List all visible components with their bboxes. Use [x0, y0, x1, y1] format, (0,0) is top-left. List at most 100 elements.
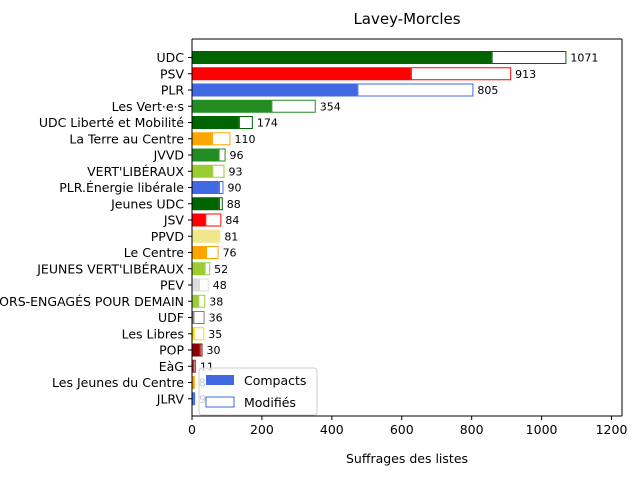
- x-tick-label-400: 400: [320, 422, 344, 437]
- bar-compacts-les-libres: [192, 327, 194, 341]
- bar-modifies-udc-liberte-et-mobilite: [238, 116, 253, 129]
- y-tick-label-seniors-engages-pour-demain: SENIORS-ENGAGÉS POUR DEMAIN: [0, 294, 184, 309]
- y-tick-label-eag: EàG: [159, 359, 184, 374]
- bar-compacts-ppvd: [192, 229, 220, 243]
- y-tick-label-pop: POP: [159, 343, 184, 358]
- bar-compacts-eag: [192, 359, 194, 373]
- bar-compacts-pop: [192, 343, 200, 357]
- bar-modifies-jsv: [205, 213, 222, 227]
- legend: Compacts Modifiés: [198, 367, 318, 416]
- data-label-vert-liberaux: 93: [229, 165, 243, 178]
- data-label-udc: 1071: [570, 52, 598, 65]
- legend-swatch-modifies: [205, 396, 235, 408]
- bar-compacts-la-terre-au-centre: [192, 132, 212, 146]
- x-axis-label: Suffrages des listes: [346, 451, 468, 466]
- bar-modifies-les-libres: [193, 327, 205, 341]
- bar-compacts-jsv: [192, 213, 206, 227]
- bar-modifies-jeunes-vert-liberaux: [204, 262, 211, 276]
- bar-compacts-jvvd: [192, 148, 219, 162]
- data-label-seniors-engages-pour-demain: 38: [209, 295, 223, 308]
- data-label-jvvd: 96: [230, 149, 244, 162]
- data-label-pev: 48: [213, 279, 227, 292]
- data-label-plr: 805: [477, 84, 498, 97]
- chart-title: Lavey-Morcles: [353, 10, 460, 28]
- y-tick-label-jvvd: JVVD: [153, 148, 184, 163]
- bar-modifies-pop: [199, 343, 203, 357]
- data-label-jeunes-vert-liberaux: 52: [214, 263, 228, 276]
- data-label-ppvd: 81: [224, 230, 238, 243]
- bar-modifies-le-centre: [205, 246, 219, 259]
- legend-swatch-compacts: [206, 375, 234, 385]
- x-tick-label-0: 0: [188, 422, 196, 437]
- bar-modifies-jvvd: [218, 148, 226, 162]
- bar-compacts-udc: [192, 51, 492, 64]
- data-label-plr-energie-liberale: 90: [227, 182, 241, 195]
- x-tick-label-200: 200: [250, 422, 274, 437]
- bar-modifies-les-vert-e-s: [271, 99, 316, 113]
- bar-modifies-pev: [198, 278, 209, 292]
- y-tick-label-vert-liberaux: VERT'LIBÉRAUX: [87, 164, 184, 179]
- bar-compacts-les-vert-e-s: [192, 99, 272, 113]
- x-tick-label-1000: 1000: [526, 422, 558, 437]
- bar-compacts-vert-liberaux: [192, 164, 213, 178]
- bar-compacts-le-centre: [192, 246, 206, 259]
- bar-modifies-jeunes-udc: [218, 197, 223, 211]
- bar-compacts-jeunes-vert-liberaux: [192, 262, 205, 276]
- bar-compacts-pev: [192, 278, 199, 292]
- bar-compacts-psv: [192, 67, 411, 81]
- bar-compacts-udf: [192, 311, 194, 324]
- data-label-udc-liberte-et-mobilite: 174: [257, 117, 278, 130]
- bar-modifies-vert-liberaux: [212, 164, 225, 178]
- bar-compacts-les-jeunes-du-centre: [192, 376, 194, 389]
- bar-compacts-plr-energie-liberale: [192, 181, 219, 194]
- legend-label-modifies: Modifiés: [244, 395, 296, 410]
- bar-modifies-seniors-engages-pour-demain: [198, 294, 206, 308]
- data-label-jsv: 84: [225, 214, 239, 227]
- legend-label-compacts: Compacts: [244, 373, 306, 388]
- x-tick-label-600: 600: [390, 422, 414, 437]
- data-label-le-centre: 76: [223, 247, 237, 260]
- bar-modifies-la-terre-au-centre: [211, 132, 231, 146]
- bar-modifies-eag: [193, 359, 196, 373]
- bar-modifies-les-jeunes-du-centre: [193, 376, 195, 389]
- y-tick-label-udc: UDC: [156, 50, 184, 65]
- y-tick-label-udc-liberte-et-mobilite: UDC Liberté et Mobilité: [39, 115, 184, 130]
- bar-modifies-plr: [357, 83, 474, 97]
- data-label-pop: 30: [206, 344, 220, 357]
- bar-modifies-udf: [193, 311, 205, 324]
- x-tick-label-800: 800: [460, 422, 484, 437]
- y-tick-label-ppvd: PPVD: [151, 229, 184, 244]
- bar-compacts-udc-liberte-et-mobilite: [192, 116, 239, 129]
- data-label-les-vert-e-s: 354: [320, 100, 341, 113]
- bar-compacts-plr: [192, 83, 358, 97]
- y-tick-label-jeunes-udc: Jeunes UDC: [110, 196, 184, 211]
- y-tick-label-udf: UDF: [158, 310, 184, 325]
- bar-modifies-psv: [410, 67, 512, 81]
- y-tick-label-pev: PEV: [160, 278, 184, 293]
- y-tick-label-les-jeunes-du-centre: Les Jeunes du Centre: [52, 375, 184, 390]
- bar-compacts-jeunes-udc: [192, 197, 219, 211]
- y-tick-label-la-terre-au-centre: La Terre au Centre: [69, 131, 184, 146]
- y-tick-label-jlrv: JLRV: [156, 391, 185, 406]
- y-tick-label-les-vert-e-s: Les Vert·e·s: [112, 99, 184, 114]
- y-tick-label-les-libres: Les Libres: [122, 326, 184, 341]
- bar-modifies-plr-energie-liberale: [218, 181, 224, 194]
- bar-modifies-udc: [491, 51, 567, 64]
- y-tick-label-psv: PSV: [160, 66, 184, 81]
- bar-compacts-jlrv: [192, 392, 194, 406]
- data-label-jeunes-udc: 88: [227, 198, 241, 211]
- y-tick-label-jsv: JSV: [163, 213, 185, 228]
- data-label-psv: 913: [515, 68, 536, 81]
- data-label-les-libres: 35: [208, 328, 222, 341]
- y-tick-label-plr-energie-liberale: PLR.Énergie libérale: [59, 180, 184, 195]
- y-tick-label-plr: PLR: [161, 83, 185, 98]
- y-tick-label-le-centre: Le Centre: [124, 245, 185, 260]
- data-label-udf: 36: [209, 312, 223, 325]
- y-tick-label-jeunes-vert-liberaux: JEUNES VERT'LIBÉRAUX: [36, 261, 184, 276]
- data-label-la-terre-au-centre: 110: [234, 133, 255, 146]
- x-tick-label-1200: 1200: [596, 422, 628, 437]
- bar-compacts-seniors-engages-pour-demain: [192, 294, 199, 308]
